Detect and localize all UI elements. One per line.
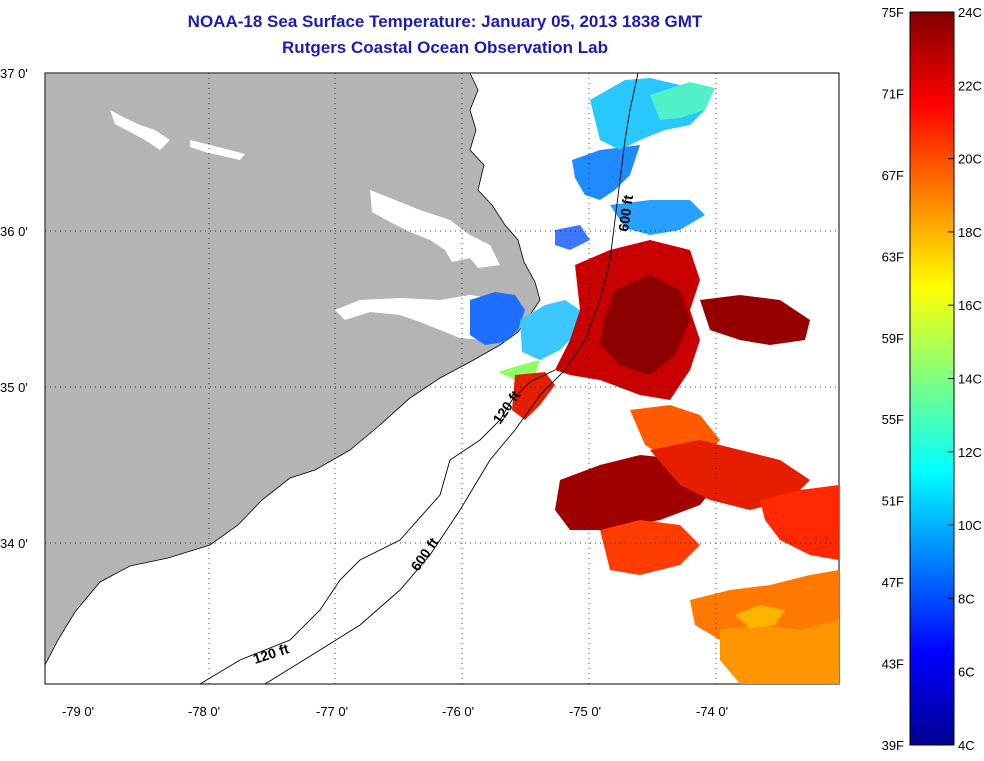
colorbar-c-label: 24C (958, 5, 982, 20)
colorbar-c-label: 10C (958, 518, 982, 533)
river-water (110, 110, 170, 150)
lon-tick-label: -77 0' (316, 704, 348, 719)
lon-tick-label: -78 0' (188, 704, 220, 719)
lat-tick-label: 37 0' (0, 66, 28, 81)
colorbar-f-label: 55F (882, 412, 904, 427)
colorbar-c-label: 22C (958, 78, 982, 93)
map-subtitle: Rutgers Coastal Ocean Observation Lab (282, 38, 608, 57)
sound-water (370, 190, 500, 268)
colorbar-f-label: 63F (882, 249, 904, 264)
colorbar-c-label: 12C (958, 445, 982, 460)
lat-tick-label: 36 0' (0, 224, 28, 239)
colorbar-fahrenheit-scale: 75F 71F 67F 63F 59F 55F 51F 47F 43F 39F (882, 5, 904, 753)
lon-tick-label: -74 0' (696, 704, 728, 719)
graticule (45, 73, 839, 684)
colorbar-f-label: 75F (882, 5, 904, 20)
lon-tick-label: -75 0' (569, 704, 601, 719)
colorbar-f-label: 47F (882, 575, 904, 590)
colorbar-c-label: 8C (958, 591, 975, 606)
lon-tick-label: -76 0' (442, 704, 474, 719)
contour-600ft (264, 73, 639, 684)
lat-tick-label: 34 0' (0, 536, 28, 551)
contour-label-600ft: 600 ft (615, 194, 636, 233)
colorbar-c-label: 14C (958, 372, 982, 387)
colorbar-celsius-scale: 24C 22C 20C 18C 16C 14C 12C 10C 8C 6C 4C (948, 5, 982, 753)
colorbar-f-label: 67F (882, 168, 904, 183)
lon-tick-label: -79 0' (62, 704, 94, 719)
colorbar-c-label: 16C (958, 298, 982, 313)
colorbar-f-label: 71F (882, 86, 904, 101)
colorbar-c-label: 4C (958, 738, 975, 753)
sst-patches (470, 78, 839, 684)
colorbar-f-label: 59F (882, 331, 904, 346)
colorbar-f-label: 39F (882, 738, 904, 753)
lat-tick-label: 35 0' (0, 380, 28, 395)
map-title: NOAA-18 Sea Surface Temperature: January… (187, 12, 703, 31)
colorbar-c-label: 18C (958, 225, 982, 240)
colorbar-f-label: 43F (882, 657, 904, 672)
colorbar-f-label: 51F (882, 494, 904, 509)
contour-120ft (199, 369, 556, 684)
color-bar (909, 11, 955, 746)
colorbar-c-label: 6C (958, 665, 975, 680)
colorbar-c-label: 20C (958, 152, 982, 167)
river-water (190, 140, 245, 160)
